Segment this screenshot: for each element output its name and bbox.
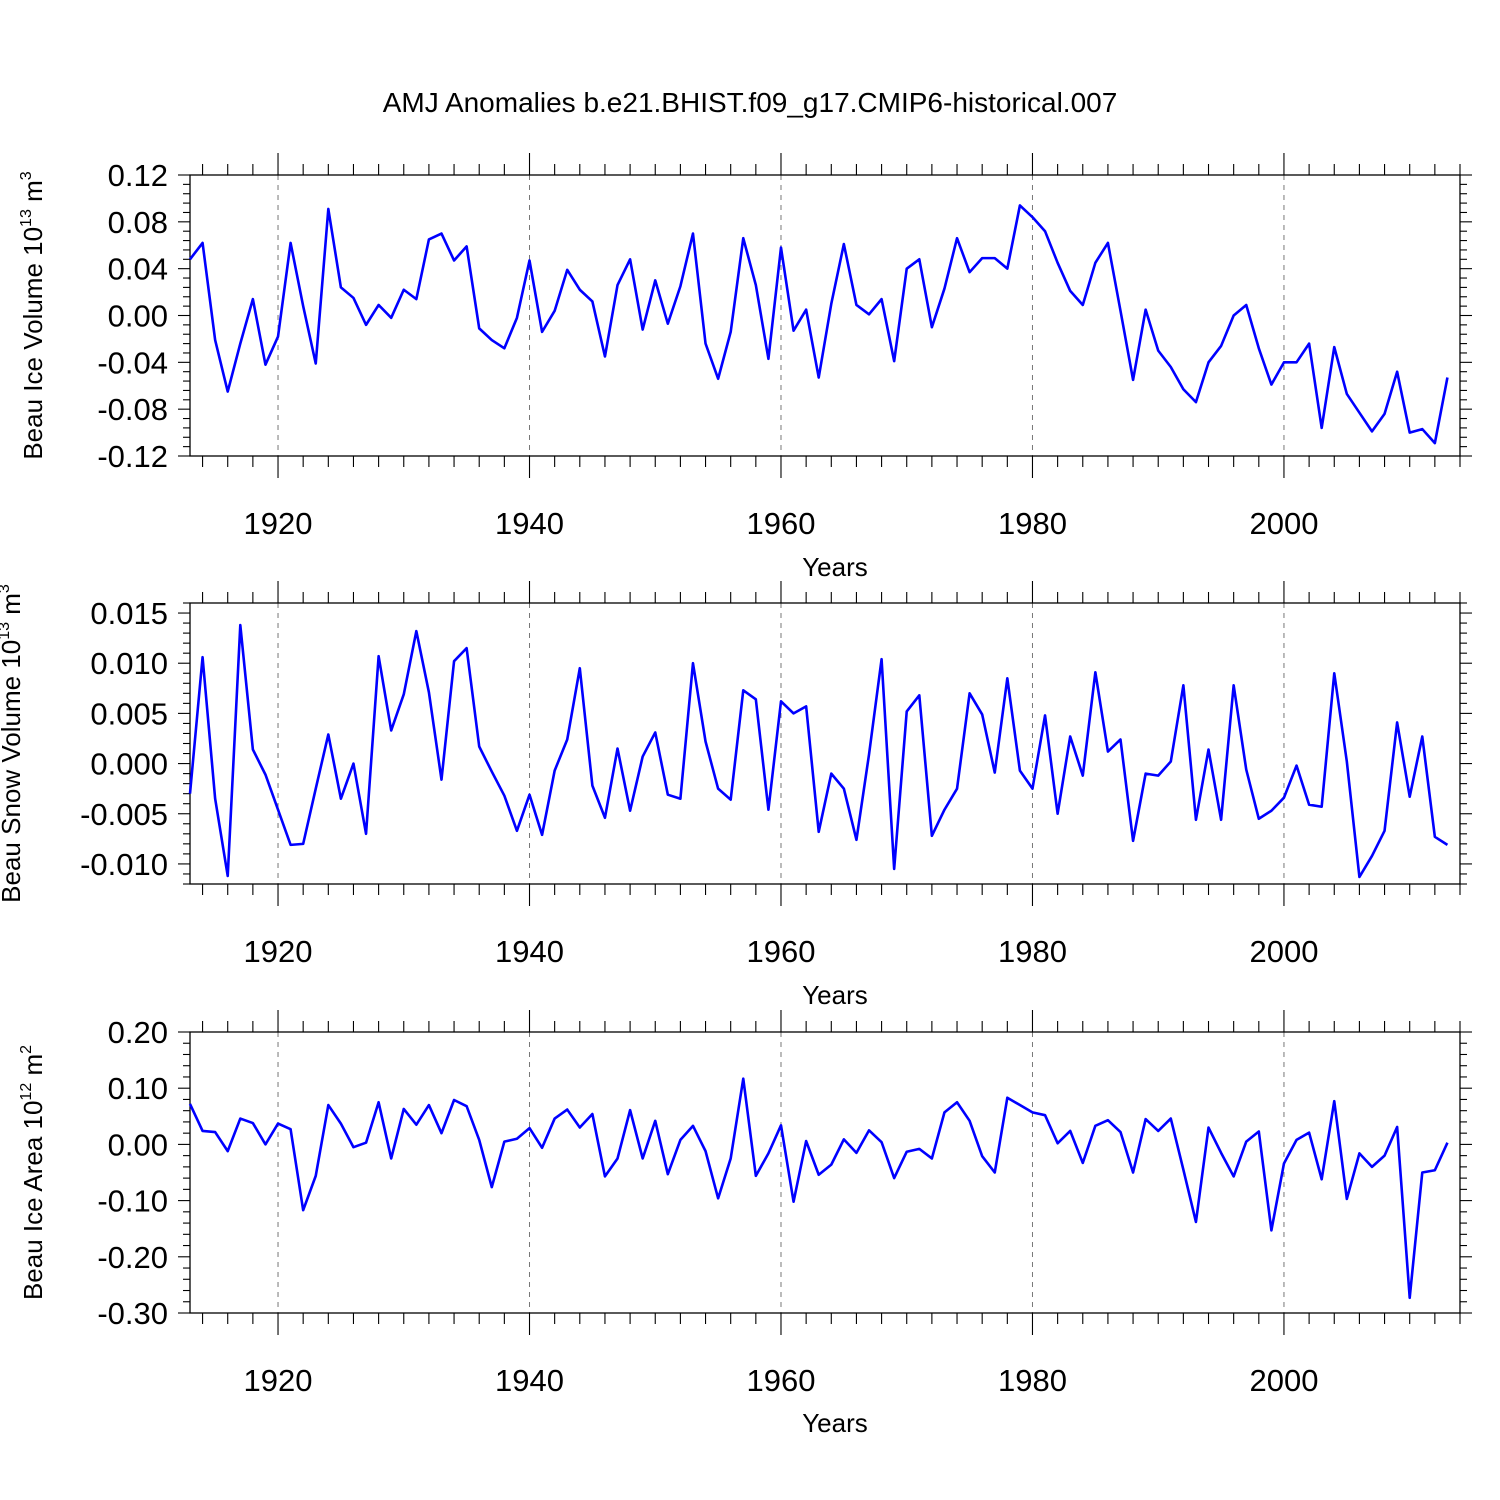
- y-axis-title: Beau Snow Volume 1013 m3: [0, 584, 26, 903]
- x-axis-title: Years: [802, 552, 868, 582]
- y-tick-label: -0.30: [97, 1296, 168, 1331]
- x-tick-label: 1920: [244, 1363, 313, 1398]
- y-axis-title: Beau Ice Volume 1013 m3: [18, 171, 48, 459]
- y-axis-title: Beau Ice Area 1012 m2: [18, 1045, 48, 1300]
- x-tick-label: 1980: [998, 1363, 1067, 1398]
- figure-title: AMJ Anomalies b.e21.BHIST.f09_g17.CMIP6-…: [383, 87, 1118, 118]
- y-tick-label: 0.04: [108, 252, 168, 287]
- y-tick-label: -0.20: [97, 1240, 168, 1275]
- y-tick-label: 0.00: [108, 299, 168, 334]
- y-axis-unit-exponent: 13: [0, 622, 13, 640]
- series-line: [188, 1077, 1449, 1300]
- y-tick-label: -0.04: [97, 345, 168, 380]
- y-tick-label: -0.005: [80, 797, 168, 832]
- y-tick-label: 0.08: [108, 205, 168, 240]
- plot-frame: [189, 1031, 1461, 1314]
- y-tick-label: -0.010: [80, 847, 168, 882]
- y-tick-label: 0.000: [90, 747, 168, 782]
- y-tick-label: -0.08: [97, 392, 168, 427]
- x-tick-label: 1980: [998, 934, 1067, 969]
- y-tick-label: 0.005: [90, 696, 168, 731]
- y-tick-label: 0.010: [90, 646, 168, 681]
- y-axis-unit-power: 2: [18, 1045, 35, 1054]
- series-line: [188, 623, 1449, 879]
- x-tick-label: 1960: [747, 506, 816, 541]
- ice-area-panel: -0.30 -0.20 -0.10 0.00 0.10 0.20 1920 1940 1960 1…: [18, 1010, 1472, 1438]
- y-axis-unit-power: 3: [18, 171, 35, 180]
- y-tick-label: 0.20: [108, 1015, 168, 1050]
- plot-frame: [189, 174, 1461, 457]
- y-axis-unit-power: 3: [0, 584, 13, 593]
- y-axis-name: Beau Ice Volume 10: [18, 227, 48, 460]
- y-tick-label: -0.10: [97, 1184, 168, 1219]
- x-tick-label: 1940: [495, 506, 564, 541]
- y-axis-unit-symbol: m: [18, 180, 48, 209]
- y-axis-name: Beau Ice Area 10: [18, 1101, 48, 1300]
- x-tick-label: 1940: [495, 934, 564, 969]
- y-axis-unit-exponent: 12: [18, 1083, 35, 1101]
- x-tick-label: 1980: [998, 506, 1067, 541]
- y-tick-label: 0.12: [108, 158, 168, 193]
- x-tick-label: 2000: [1249, 506, 1318, 541]
- x-tick-label: 1920: [244, 934, 313, 969]
- x-tick-label: 2000: [1249, 1363, 1318, 1398]
- plot-frame: [189, 602, 1461, 885]
- x-tick-label: 1960: [747, 1363, 816, 1398]
- y-tick-label: 0.015: [90, 596, 168, 631]
- y-axis-name: Beau Snow Volume 10: [0, 640, 26, 903]
- x-tick-label: 1940: [495, 1363, 564, 1398]
- x-axis-title: Years: [802, 1408, 868, 1438]
- y-axis-unit-exponent: 13: [18, 209, 35, 227]
- y-tick-label: 0.00: [108, 1127, 168, 1162]
- x-axis-title: Years: [802, 980, 868, 1010]
- x-tick-label: 1920: [244, 506, 313, 541]
- x-tick-label: 2000: [1249, 934, 1318, 969]
- series-line: [188, 204, 1449, 445]
- snow-volume-panel: -0.010 -0.005 0.000 0.005 0.010 0.015 1920 1940…: [0, 581, 1472, 1010]
- y-axis-unit-symbol: m: [0, 593, 26, 622]
- y-tick-label: -0.12: [97, 439, 168, 474]
- y-tick-label: 0.10: [108, 1071, 168, 1106]
- y-axis-unit-symbol: m: [18, 1054, 48, 1083]
- x-tick-label: 1960: [747, 934, 816, 969]
- ice-volume-panel: -0.12 -0.08 -0.04 0.00 0.04 0.08 0.12 1920 1940 1…: [18, 153, 1472, 582]
